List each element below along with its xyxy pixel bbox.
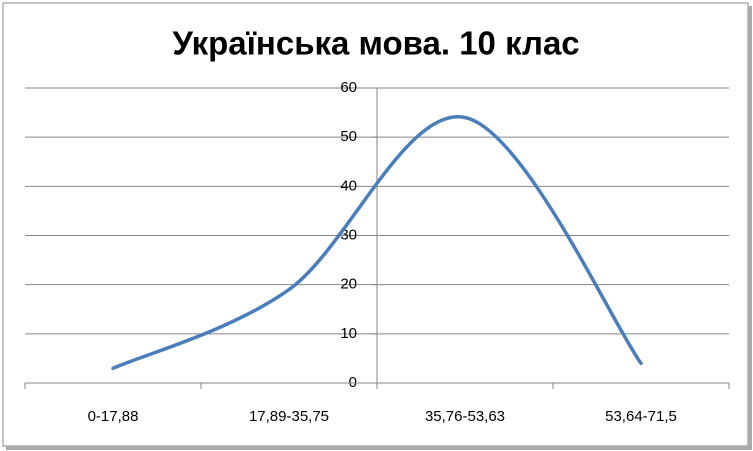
y-tick-label: 50	[340, 128, 357, 145]
y-tick-label: 10	[340, 325, 357, 342]
x-tick-label: 0-17,88	[88, 408, 139, 425]
x-tick-label: 17,89-35,75	[249, 408, 329, 425]
frame-shadow	[6, 446, 752, 450]
frame-shadow	[748, 6, 752, 449]
x-tick-label: 53,64-71,5	[605, 408, 677, 425]
x-tick-label: 35,76-53,63	[425, 408, 505, 425]
y-tick-label: 20	[340, 276, 357, 293]
chart-frame	[2, 2, 749, 447]
y-tick-label: 0	[349, 374, 357, 391]
y-tick-label: 60	[340, 79, 357, 96]
y-tick-label: 40	[340, 177, 357, 194]
line	[111, 115, 643, 370]
chart-title: Українська мова. 10 клас	[172, 25, 579, 62]
